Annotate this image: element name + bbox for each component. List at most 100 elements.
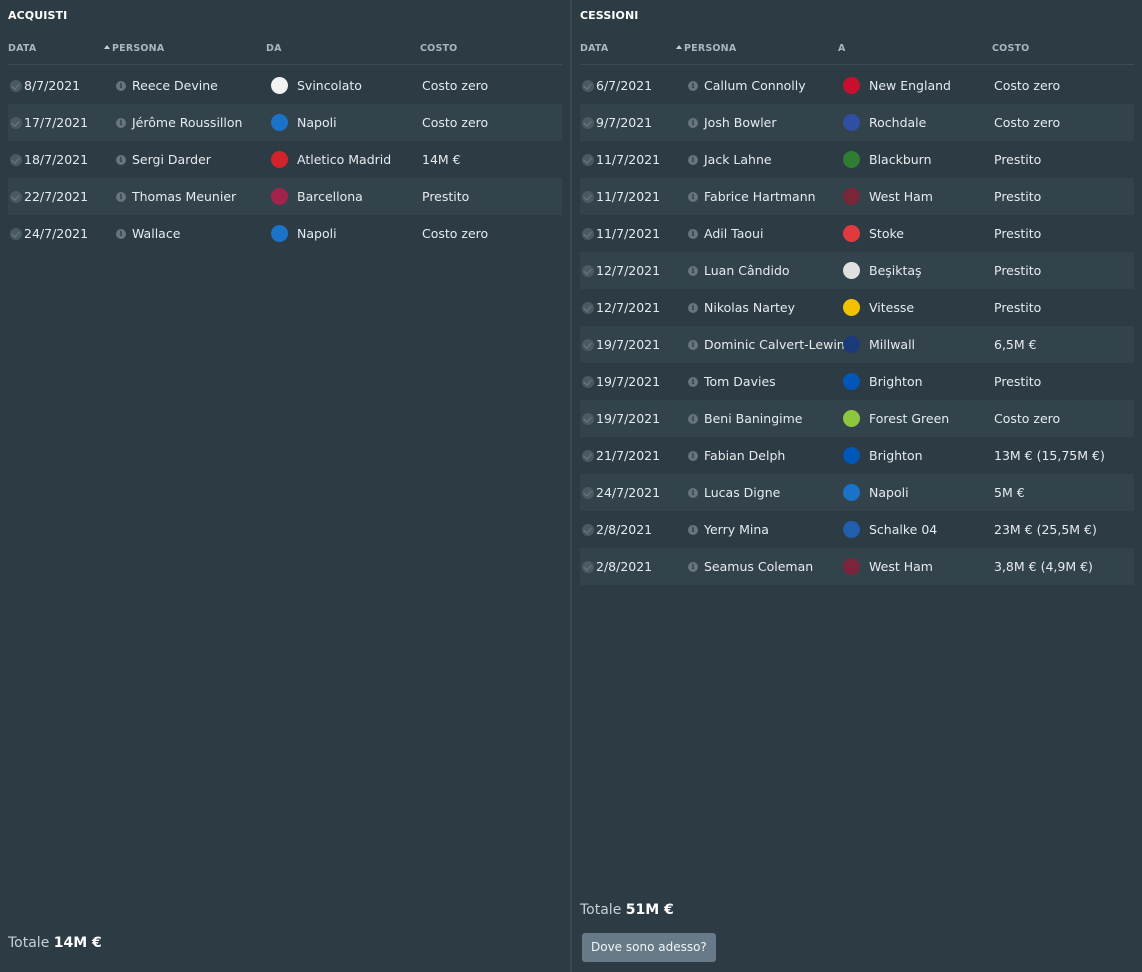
header-a[interactable]: A xyxy=(838,43,846,54)
club-link[interactable]: Millwall xyxy=(869,337,916,352)
club-link[interactable]: Barcellona xyxy=(297,189,363,204)
person-link[interactable]: Adil Taoui xyxy=(704,226,764,241)
table-row[interactable]: 11/7/2021 i Jack Lahne Blackburn Prestito xyxy=(580,141,1134,178)
info-icon[interactable]: i xyxy=(688,192,698,202)
club-link[interactable]: Forest Green xyxy=(869,411,950,426)
person-link[interactable]: Nikolas Nartey xyxy=(704,300,796,315)
table-row[interactable]: 21/7/2021 i Fabian Delph Brighton 13M € (15,… xyxy=(580,437,1134,474)
club-link[interactable]: Rochdale xyxy=(869,115,927,130)
person-link[interactable]: Yerry Mina xyxy=(704,522,769,537)
info-icon[interactable]: i xyxy=(688,488,698,498)
club-link[interactable]: Blackburn xyxy=(869,152,932,167)
table-row[interactable]: 11/7/2021 i Adil Taoui Stoke Prestito xyxy=(580,215,1134,252)
table-row[interactable]: 19/7/2021 i Dominic Calvert-Lewin Millwall 6… xyxy=(580,326,1134,363)
header-costo[interactable]: COSTO xyxy=(992,43,1030,54)
table-row[interactable]: 2/8/2021 i Yerry Mina Schalke 04 23M € (25,5… xyxy=(580,511,1134,548)
table-row[interactable]: 18/7/2021 i Sergi Darder Atletico Madrid 14M… xyxy=(8,141,562,178)
club-link[interactable]: Brighton xyxy=(869,448,923,463)
date-cell: 19/7/2021 xyxy=(596,337,661,352)
table-row[interactable]: 8/7/2021 i Reece Devine Svincolato Costo zer… xyxy=(8,67,562,104)
club-link[interactable]: Atletico Madrid xyxy=(297,152,392,167)
club-link[interactable]: New England xyxy=(869,78,951,93)
table-row[interactable]: 22/7/2021 i Thomas Meunier Barcellona Presti… xyxy=(8,178,562,215)
info-icon[interactable]: i xyxy=(116,229,126,239)
person-link[interactable]: Josh Bowler xyxy=(704,115,777,130)
cost-cell: 13M € (15,75M €) xyxy=(994,448,1105,463)
header-data[interactable]: DATA xyxy=(580,43,609,54)
info-icon[interactable]: i xyxy=(688,525,698,535)
date-cell: 24/7/2021 xyxy=(24,226,89,241)
check-icon xyxy=(10,191,22,203)
where-are-they-now-button[interactable]: Dove sono adesso? xyxy=(582,933,716,962)
info-icon[interactable]: i xyxy=(116,192,126,202)
club-link[interactable]: Vitesse xyxy=(869,300,915,315)
person-link[interactable]: Thomas Meunier xyxy=(132,189,237,204)
header-persona[interactable]: PERSONA xyxy=(104,43,164,54)
cost-cell: Costo zero xyxy=(994,115,1061,130)
person-link[interactable]: Sergi Darder xyxy=(132,152,211,167)
table-row[interactable]: 12/7/2021 i Luan Cândido Beşiktaş Prestito xyxy=(580,252,1134,289)
table-row[interactable]: 24/7/2021 i Lucas Digne Napoli 5M € xyxy=(580,474,1134,511)
club-crest-icon xyxy=(271,151,288,168)
person-link[interactable]: Callum Connolly xyxy=(704,78,806,93)
info-icon[interactable]: i xyxy=(688,229,698,239)
acquisti-column-headers: DATA PERSONA DA COSTO xyxy=(8,43,562,65)
table-row[interactable]: 19/7/2021 i Beni Baningime Forest Green Cost… xyxy=(580,400,1134,437)
info-icon[interactable]: i xyxy=(688,81,698,91)
info-icon[interactable]: i xyxy=(688,303,698,313)
club-link[interactable]: Schalke 04 xyxy=(869,522,938,537)
person-link[interactable]: Seamus Coleman xyxy=(704,559,814,574)
date-cell: 2/8/2021 xyxy=(596,522,653,537)
person-link[interactable]: Jack Lahne xyxy=(704,152,772,167)
person-link[interactable]: Fabian Delph xyxy=(704,448,786,463)
info-icon[interactable]: i xyxy=(116,81,126,91)
person-link[interactable]: Lucas Digne xyxy=(704,485,781,500)
info-icon[interactable]: i xyxy=(688,451,698,461)
club-link[interactable]: West Ham xyxy=(869,189,933,204)
person-link[interactable]: Beni Baningime xyxy=(704,411,803,426)
info-icon[interactable]: i xyxy=(688,414,698,424)
table-row[interactable]: 9/7/2021 i Josh Bowler Rochdale Costo zero xyxy=(580,104,1134,141)
table-row[interactable]: 17/7/2021 i Jérôme Roussillon Napoli Costo z… xyxy=(8,104,562,141)
info-icon[interactable]: i xyxy=(688,340,698,350)
date-cell: 22/7/2021 xyxy=(24,189,89,204)
info-icon[interactable]: i xyxy=(688,266,698,276)
person-link[interactable]: Dominic Calvert-Lewin xyxy=(704,337,845,352)
header-data[interactable]: DATA xyxy=(8,43,37,54)
info-icon[interactable]: i xyxy=(688,377,698,387)
club-link[interactable]: Napoli xyxy=(297,226,337,241)
header-da[interactable]: DA xyxy=(266,43,282,54)
club-link[interactable]: Napoli xyxy=(869,485,909,500)
info-icon[interactable]: i xyxy=(688,118,698,128)
table-row[interactable]: 24/7/2021 i Wallace Napoli Costo zero xyxy=(8,215,562,252)
club-link[interactable]: Stoke xyxy=(869,226,904,241)
person-link[interactable]: Jérôme Roussillon xyxy=(132,115,243,130)
club-link[interactable]: West Ham xyxy=(869,559,933,574)
table-row[interactable]: 19/7/2021 i Tom Davies Brighton Prestito xyxy=(580,363,1134,400)
person-link[interactable]: Fabrice Hartmann xyxy=(704,189,816,204)
table-row[interactable]: 12/7/2021 i Nikolas Nartey Vitesse Prestito xyxy=(580,289,1134,326)
table-row[interactable]: 2/8/2021 i Seamus Coleman West Ham 3,8M € (4… xyxy=(580,548,1134,585)
header-costo[interactable]: COSTO xyxy=(420,43,458,54)
person-link[interactable]: Reece Devine xyxy=(132,78,218,93)
check-icon xyxy=(582,154,594,166)
header-persona[interactable]: PERSONA xyxy=(676,43,736,54)
info-icon[interactable]: i xyxy=(688,562,698,572)
info-icon[interactable]: i xyxy=(116,155,126,165)
club-link[interactable]: Svincolato xyxy=(297,78,362,93)
person-link[interactable]: Tom Davies xyxy=(704,374,776,389)
club-link[interactable]: Brighton xyxy=(869,374,923,389)
person-link[interactable]: Luan Cândido xyxy=(704,263,790,278)
club-link[interactable]: Napoli xyxy=(297,115,337,130)
check-icon xyxy=(582,524,594,536)
club-crest-icon xyxy=(843,299,860,316)
check-icon xyxy=(582,191,594,203)
cost-cell: Costo zero xyxy=(422,115,489,130)
info-icon[interactable]: i xyxy=(116,118,126,128)
table-row[interactable]: 11/7/2021 i Fabrice Hartmann West Ham Presti… xyxy=(580,178,1134,215)
info-icon[interactable]: i xyxy=(688,155,698,165)
table-row[interactable]: 6/7/2021 i Callum Connolly New England Costo… xyxy=(580,67,1134,104)
club-link[interactable]: Beşiktaş xyxy=(869,263,922,278)
person-link[interactable]: Wallace xyxy=(132,226,181,241)
date-cell: 18/7/2021 xyxy=(24,152,89,167)
